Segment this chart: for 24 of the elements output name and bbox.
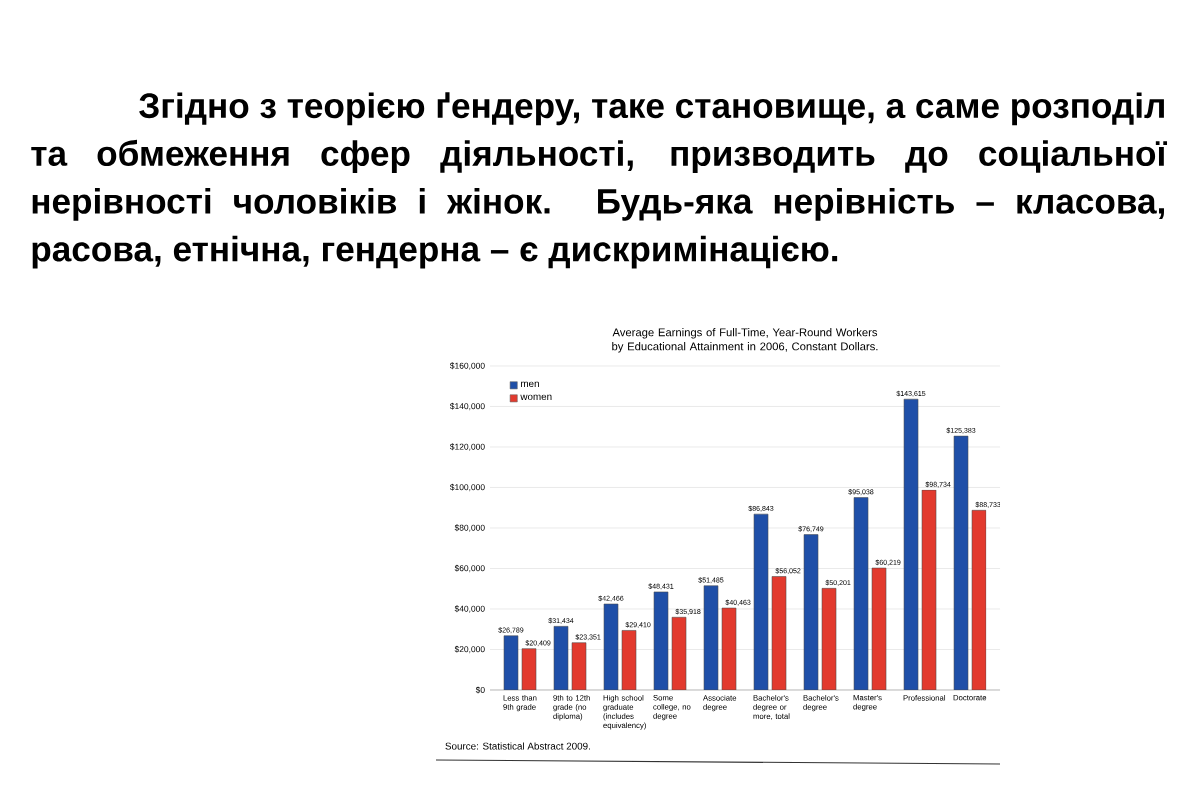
legend-label: women xyxy=(520,394,552,401)
bar xyxy=(771,576,787,690)
bar xyxy=(821,588,837,690)
chart-title: Average Earnings of Full-Time, Year-Round Workers by Educational Attainment in 2006, Constant Dollars. xyxy=(612,328,878,353)
source-note: Source: Statistical Abstract 2009. xyxy=(445,742,590,750)
bar xyxy=(621,630,637,690)
bar xyxy=(571,642,587,690)
y-tick-label: $100,000 xyxy=(449,483,485,492)
y-tick-label: $80,000 xyxy=(454,524,485,532)
y-tick-label: $140,000 xyxy=(449,402,485,411)
y-tick-label: $20,000 xyxy=(454,645,485,654)
bar xyxy=(871,567,887,690)
y-tick-label: $120,000 xyxy=(449,443,485,451)
bar xyxy=(721,607,737,690)
y-tick-label: $0 xyxy=(475,686,485,694)
bar xyxy=(971,510,987,690)
y-tick-label: $60,000 xyxy=(454,564,485,573)
y-tick-label: $160,000 xyxy=(449,362,485,370)
y-tick-label: $40,000 xyxy=(454,605,485,613)
bar xyxy=(521,648,537,690)
bar xyxy=(921,489,937,690)
legend-label: men xyxy=(521,381,539,388)
text: Згідно з теорією ґендеру, таке становище, а саме розподіл та обмеження сфер діяльності, призводить до соціальної нерівності чоловіків і жінок. Будь-яка нерівність – класова, расова, етнічна, гендерна – є дискримінацією. xyxy=(31,92,1168,269)
bar xyxy=(671,616,687,690)
